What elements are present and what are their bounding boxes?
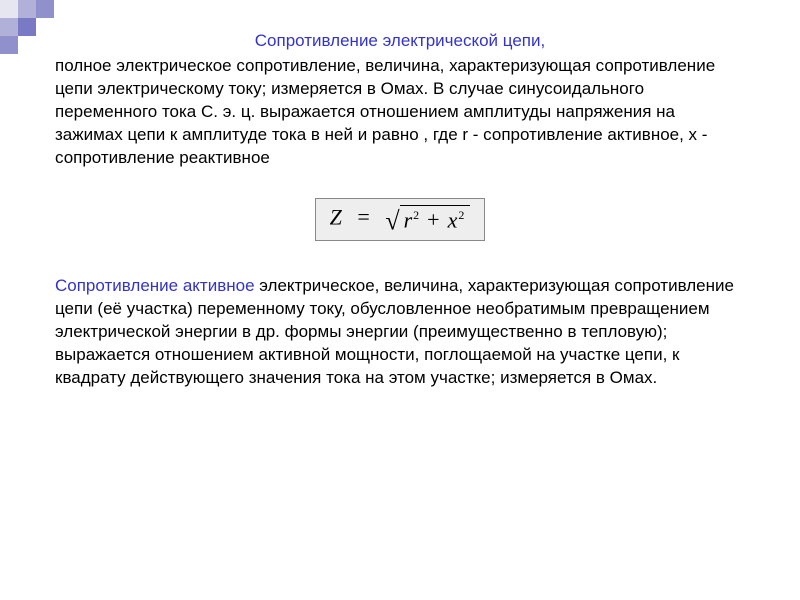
x-exponent: 2 bbox=[458, 208, 464, 222]
radicand: r2+x2 bbox=[400, 205, 471, 231]
slide-content: Сопротивление электрической цепи, полное… bbox=[55, 30, 745, 390]
deco-square bbox=[0, 36, 18, 54]
paragraph-2-highlight: Сопротивление активное bbox=[55, 276, 255, 295]
x-variable: x bbox=[448, 207, 458, 232]
equals-sign: = bbox=[357, 204, 369, 229]
formula-lhs: Z bbox=[330, 204, 342, 229]
formula-container: Z = √r2+x2 bbox=[55, 198, 745, 241]
impedance-formula: Z = √r2+x2 bbox=[315, 198, 486, 241]
paragraph-2: Сопротивление активное электрическое, ве… bbox=[55, 275, 745, 390]
deco-square bbox=[18, 0, 36, 18]
slide-title: Сопротивление электрической цепи, bbox=[55, 30, 745, 53]
plus-sign: + bbox=[427, 207, 439, 232]
deco-square bbox=[18, 18, 36, 36]
r-exponent: 2 bbox=[413, 208, 419, 222]
square-root: √r2+x2 bbox=[385, 205, 470, 234]
deco-square bbox=[36, 0, 54, 18]
deco-square bbox=[0, 18, 18, 36]
radical-sign: √ bbox=[385, 206, 399, 235]
r-variable: r bbox=[404, 207, 413, 232]
paragraph-1: полное электрическое сопротивление, вели… bbox=[55, 55, 745, 170]
deco-square bbox=[0, 0, 18, 18]
